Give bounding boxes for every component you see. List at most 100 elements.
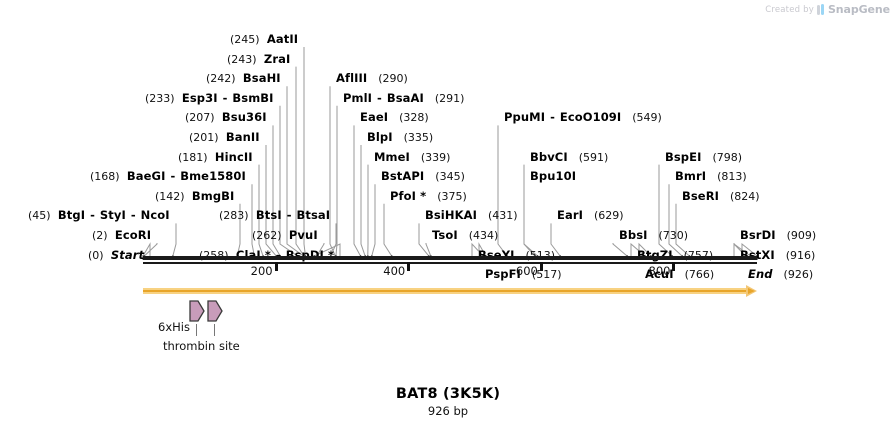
restriction-site-label: BsrDI (909) bbox=[740, 229, 817, 243]
enzyme-name: BlpI bbox=[367, 130, 393, 144]
enzyme-name: StyI bbox=[99, 208, 126, 223]
feature-arrow-thrombin-site bbox=[207, 300, 224, 324]
cut-position: (549) bbox=[632, 111, 662, 125]
ruler-tick-label-200: 200 bbox=[250, 264, 273, 278]
cut-position: (591) bbox=[578, 150, 609, 164]
cut-position: (242) bbox=[206, 72, 236, 86]
restriction-site-label: TsoI (434) bbox=[432, 228, 499, 243]
cut-position: (233) bbox=[145, 91, 175, 105]
cut-position: (375) bbox=[437, 189, 467, 203]
enzyme-name: AflIII bbox=[336, 71, 368, 86]
cut-position: (434) bbox=[468, 229, 499, 242]
enzyme-name: TsoI bbox=[432, 228, 458, 242]
name-separator: - bbox=[282, 208, 296, 223]
enzyme-name: Bpu10I bbox=[530, 169, 577, 184]
enzyme-name: AcuI bbox=[645, 267, 674, 282]
restriction-site-label: (262) PvuI bbox=[252, 228, 318, 243]
cut-position: (813) bbox=[717, 170, 747, 184]
feature-arrow-6xhis bbox=[189, 300, 206, 324]
restriction-site-labels: (245) AatII (243) ZraI (242) BsaHI (233) Es… bbox=[28, 33, 817, 282]
restriction-site-label: PspFI (517) bbox=[485, 267, 562, 282]
enzyme-name: BtgI bbox=[57, 208, 86, 223]
enzyme-name: BmgBI bbox=[191, 188, 235, 203]
cut-position: (916) bbox=[785, 248, 816, 262]
feature-connector bbox=[195, 324, 197, 336]
enzyme-name: EarI bbox=[557, 208, 583, 223]
enzyme-name: BspEI bbox=[665, 149, 702, 164]
cut-position: (0) bbox=[88, 248, 104, 262]
restriction-site-label: BbvCI (591) bbox=[530, 149, 609, 164]
enzyme-name: PvuI bbox=[288, 228, 318, 242]
enzyme-name: BtsI bbox=[255, 208, 282, 223]
restriction-site-label: EarI (629) bbox=[557, 208, 624, 223]
cut-position: (262) bbox=[252, 229, 282, 242]
enzyme-name: ZraI bbox=[263, 51, 291, 66]
restriction-site-label: PmlI - BsaAI (291) bbox=[343, 90, 464, 105]
enzyme-name: PmlI bbox=[343, 90, 373, 105]
watermark-prefix: Created by bbox=[765, 4, 814, 15]
restriction-site-label: EaeI (328) bbox=[360, 110, 429, 125]
name-separator: - bbox=[218, 90, 232, 105]
enzyme-name: PspFI bbox=[485, 267, 521, 282]
name-separator: - bbox=[271, 247, 285, 262]
cut-position: (345) bbox=[435, 170, 465, 184]
enzyme-name: BsaHI bbox=[242, 71, 281, 86]
restriction-site-label: (168) BaeGI - Bme1580I bbox=[90, 169, 246, 184]
cut-position: (290) bbox=[378, 72, 408, 86]
restriction-site-label: Bpu10I bbox=[530, 170, 576, 183]
enzyme-name: EaeI bbox=[360, 110, 389, 125]
enzyme-name: BbvCI bbox=[530, 149, 568, 164]
cut-position: (283) bbox=[219, 209, 249, 223]
restriction-site-label: (142) BmgBI bbox=[155, 188, 235, 203]
restriction-site-label: (0) Start bbox=[88, 247, 145, 262]
restriction-site-label: BbsI (730) bbox=[619, 229, 688, 243]
ruler-tick-label-600: 600 bbox=[515, 264, 538, 278]
restriction-site-label: BspEI (798) bbox=[665, 149, 743, 164]
enzyme-name: Esp3I bbox=[181, 90, 218, 105]
cut-position: (181) bbox=[178, 150, 208, 164]
restriction-site-label: MmeI (339) bbox=[374, 149, 450, 164]
restriction-site-label: BlpI (335) bbox=[367, 130, 434, 145]
restriction-site-label: (243) ZraI bbox=[227, 51, 291, 66]
cut-position: (909) bbox=[786, 229, 817, 242]
enzyme-name: Bme1580I bbox=[180, 169, 246, 184]
enzyme-name: BseRI bbox=[682, 188, 720, 203]
restriction-site-label: (45) BtgI - StyI - NcoI bbox=[28, 208, 170, 223]
enzyme-name: BmrI bbox=[675, 169, 707, 184]
feature-connector bbox=[213, 324, 215, 336]
restriction-site-label: AcuI (766) bbox=[645, 267, 714, 282]
name-separator: - bbox=[546, 110, 559, 125]
restriction-site-label: (245) AatII bbox=[230, 33, 298, 47]
feature-label-thrombin-site: thrombin site bbox=[163, 339, 240, 353]
page-title: BAT8 (3K5K) bbox=[395, 386, 501, 402]
cut-position: (243) bbox=[227, 52, 257, 66]
sequence-ruler: 200 400 600 800 bbox=[0, 248, 896, 294]
enzyme-name: HincII bbox=[214, 149, 253, 164]
enzyme-name: NcoI bbox=[140, 208, 170, 223]
enzyme-name: End bbox=[748, 267, 773, 282]
cut-position: (824) bbox=[730, 189, 760, 203]
cut-position: (168) bbox=[90, 170, 120, 184]
cut-position: (335) bbox=[403, 131, 434, 144]
orf-arrow bbox=[143, 285, 757, 297]
restriction-site-label: (201) BanII bbox=[189, 130, 260, 145]
orf-arrow-bar bbox=[143, 288, 748, 294]
restriction-site-label: (2) EcoRI bbox=[92, 229, 151, 243]
cut-position: (926) bbox=[783, 268, 814, 282]
restriction-site-label: PfoI * (375) bbox=[390, 189, 467, 203]
ruler-tick-600 bbox=[539, 262, 543, 271]
ruler-tick-400 bbox=[407, 262, 411, 271]
enzyme-name: Start bbox=[110, 247, 145, 262]
enzyme-name: EcoO109I bbox=[559, 110, 622, 125]
enzyme-name: MmeI bbox=[374, 149, 410, 164]
snapgene-watermark: Created by SnapGene bbox=[765, 3, 890, 16]
cut-position: (798) bbox=[712, 150, 743, 164]
cut-position: (517) bbox=[531, 268, 562, 282]
enzyme-name: BaeGI bbox=[126, 169, 166, 184]
enzyme-name: BanII bbox=[225, 130, 260, 144]
enzyme-name: BstAPI bbox=[381, 169, 425, 184]
restriction-site-label: BseRI (824) bbox=[682, 188, 760, 203]
restriction-site-label: PpuMI - EcoO109I (549) bbox=[504, 110, 662, 125]
restriction-site-label: End (926) bbox=[748, 267, 814, 282]
